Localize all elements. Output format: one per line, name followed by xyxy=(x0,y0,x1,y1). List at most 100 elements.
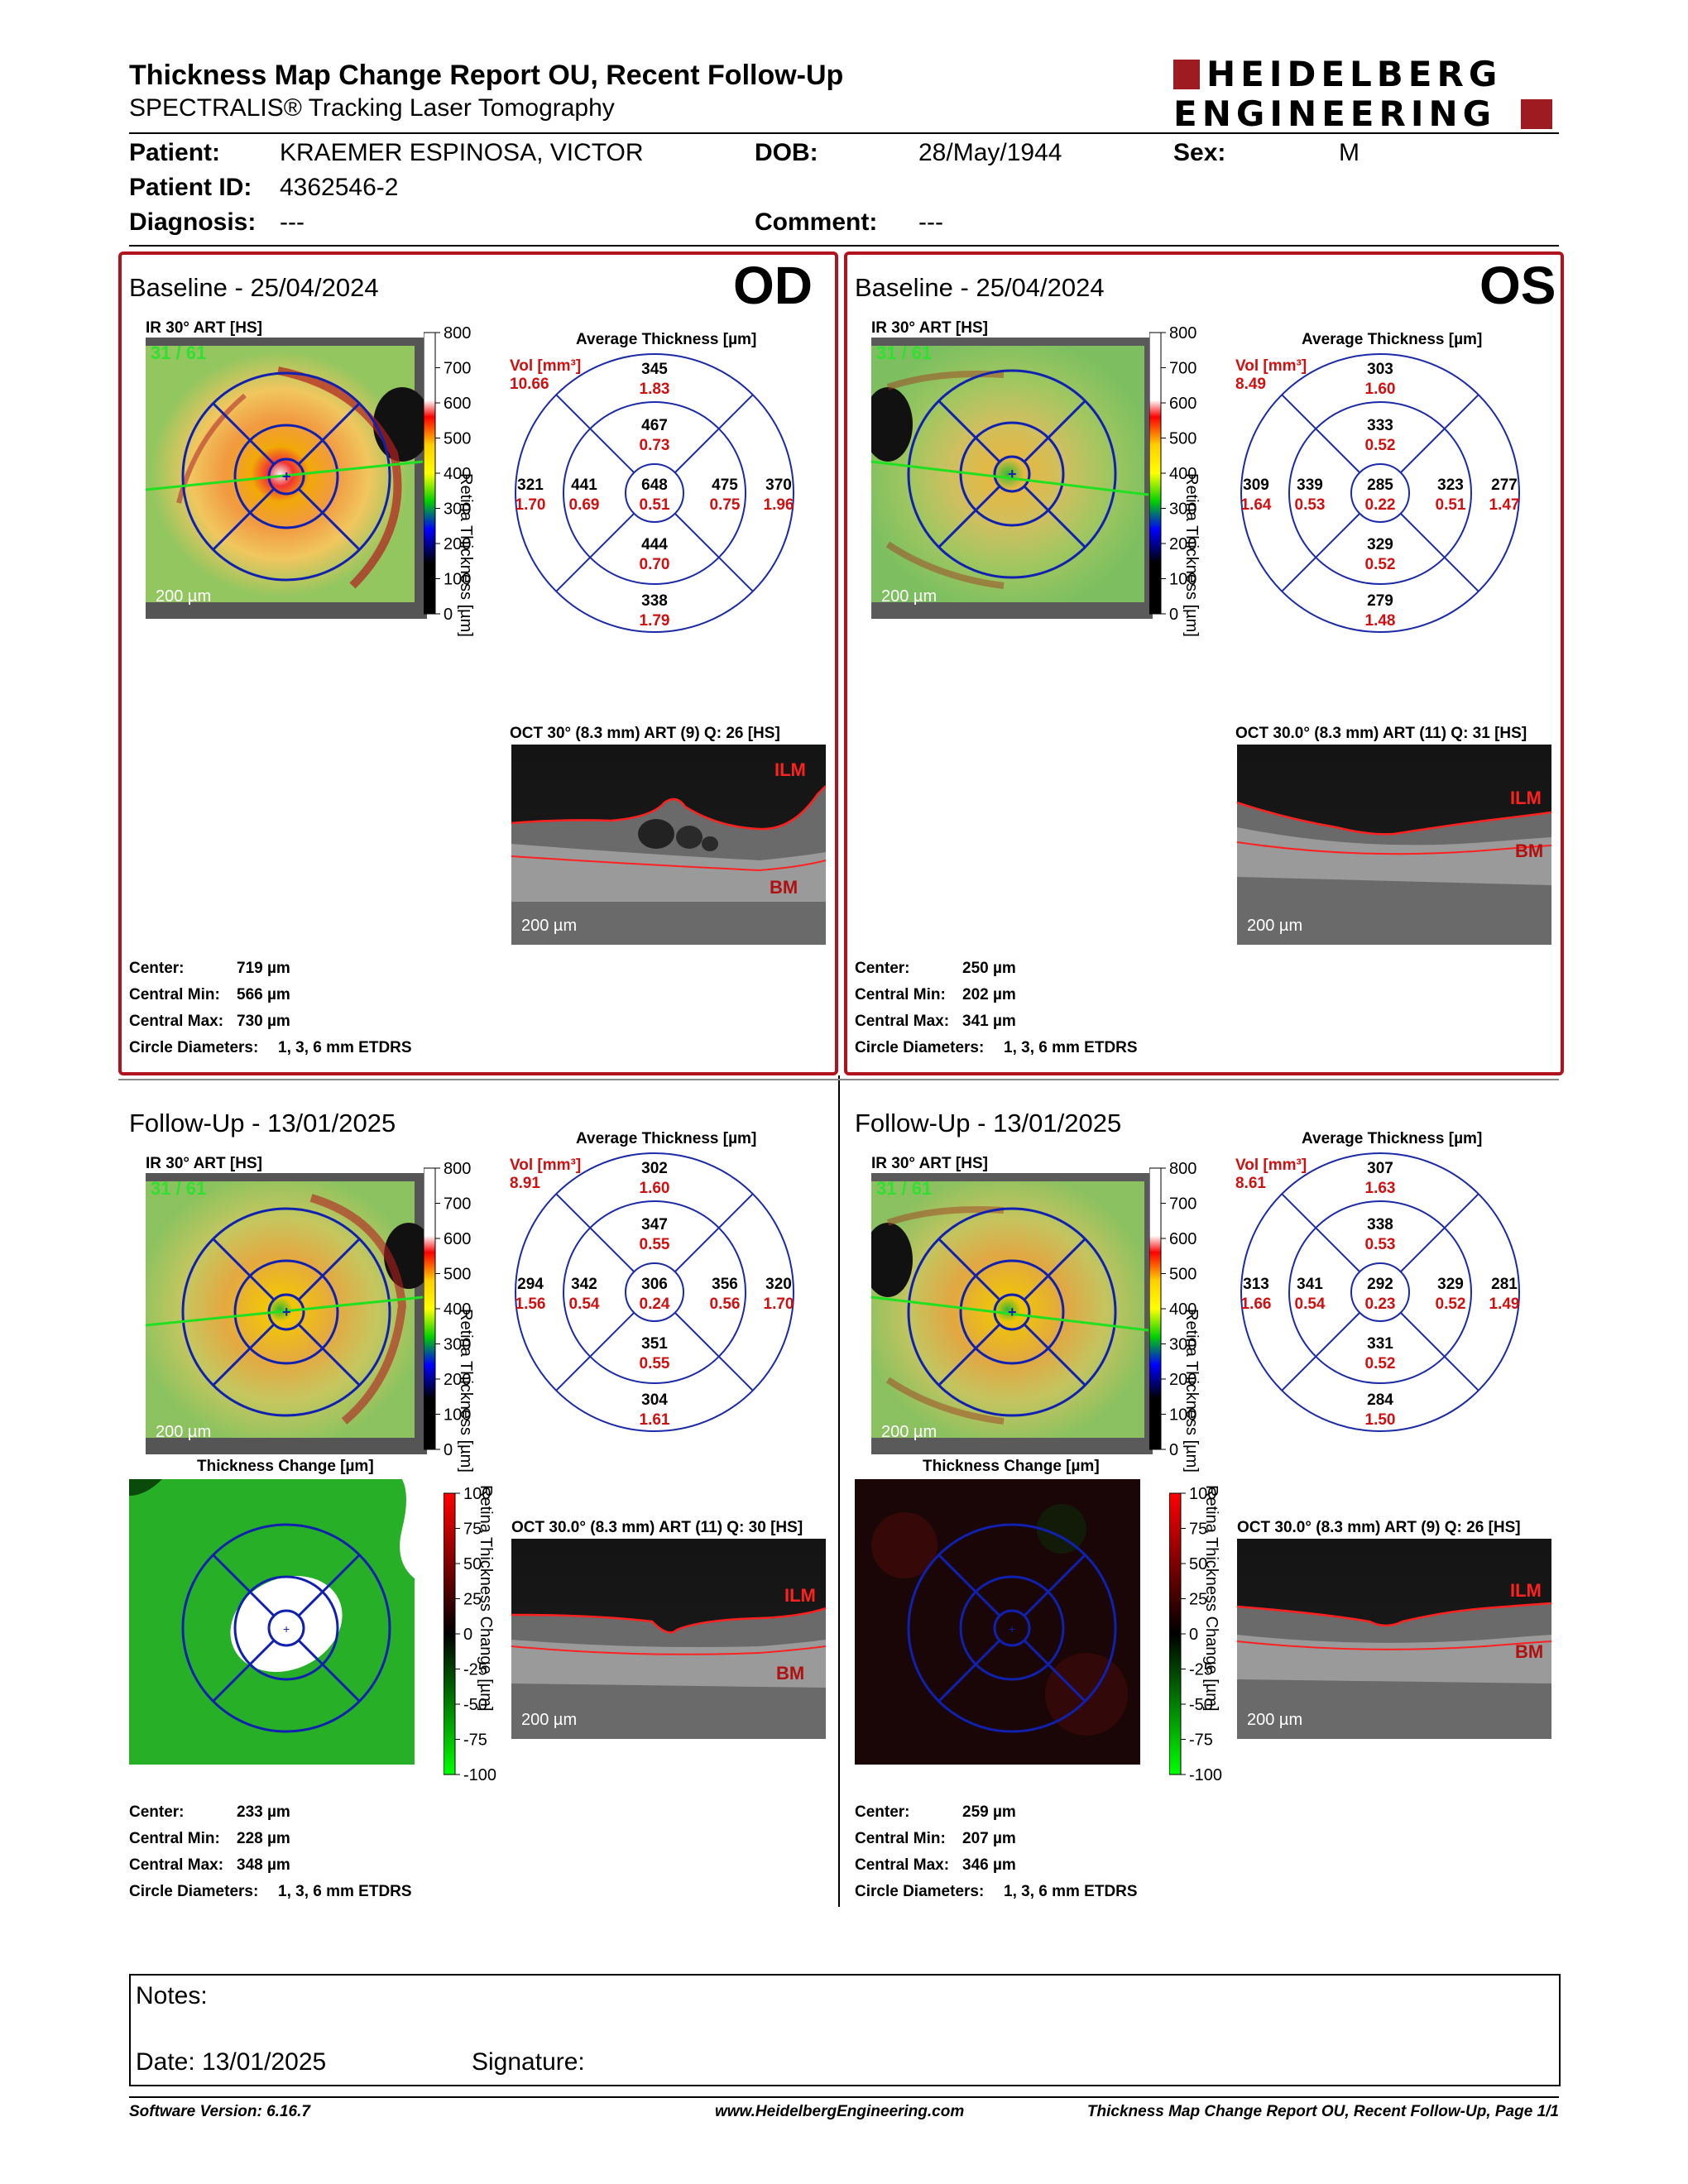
eye-label-os: OS xyxy=(1479,256,1556,315)
scale-tick-label: 700 xyxy=(1169,1195,1196,1214)
scale-tick-label: 300 xyxy=(1169,1336,1196,1354)
etdrs-thickness-value: 444 xyxy=(641,536,668,553)
heidelberg-logo: HEIDELBERG ENGINEERING xyxy=(1173,56,1554,134)
scale-tick-label: 600 xyxy=(444,1230,471,1248)
center-label: Center: xyxy=(129,960,185,977)
scale-tick-label: 600 xyxy=(1169,395,1196,413)
scale-tick-label: 50 xyxy=(1189,1555,1207,1573)
scale-tick-label: 0 xyxy=(444,606,453,624)
oct-label: OCT 30° (8.3 mm) ART (9) Q: 26 [HS] xyxy=(510,725,780,742)
etdrs-volume-value: 0.55 xyxy=(640,1355,670,1372)
circle-diameters-value: 1, 3, 6 mm ETDRS xyxy=(1004,1883,1138,1900)
etdrs-thickness-value: 342 xyxy=(571,1276,597,1293)
etdrs-thickness-value: 292 xyxy=(1367,1276,1393,1293)
etdrs-volume-value: 0.70 xyxy=(640,556,670,573)
notes-box[interactable]: Notes: Date: 13/01/2025 Signature: xyxy=(129,1974,1561,2086)
scale-tick-label: 800 xyxy=(1169,324,1196,342)
etdrs-divider xyxy=(555,394,635,473)
scale-tick-label: 100 xyxy=(1169,1406,1196,1425)
etdrs-grid: 306 0.24 347 0.55 351 0.55 342 0.54 356 0.56 302 1.… xyxy=(514,1152,795,1433)
panel-title: Baseline - 25/04/2024 xyxy=(855,273,1105,302)
etdrs-thickness-value: 307 xyxy=(1367,1160,1393,1177)
etdrs-thickness-value: 323 xyxy=(1437,477,1464,494)
ir-label: IR 30° ART [HS] xyxy=(146,319,262,337)
circle-diameters-value: 1, 3, 6 mm ETDRS xyxy=(278,1039,412,1056)
scale-tick-label: 500 xyxy=(1169,1266,1196,1284)
oct-bscan[interactable]: ILM BM 200 µm xyxy=(511,1539,826,1739)
etdrs-ring xyxy=(1288,401,1472,585)
scale-tick-label: 0 xyxy=(1169,1441,1178,1459)
central-max-label: Central Max: xyxy=(129,1856,224,1874)
svg-text:+: + xyxy=(282,1304,291,1320)
ir-scalebar: 200 µm xyxy=(156,1423,212,1441)
patient-label: Patient: xyxy=(129,139,221,166)
etdrs-volume-value: 1.64 xyxy=(1241,496,1272,514)
diagnosis-value: --- xyxy=(280,208,305,236)
scale-tick-label: 800 xyxy=(444,1160,471,1178)
bm-label: BM xyxy=(776,1663,805,1684)
scale-tick-label: 500 xyxy=(444,1266,471,1284)
etdrs-thickness-value: 475 xyxy=(712,477,738,494)
etdrs-thickness-value: 303 xyxy=(1367,361,1393,378)
thickness-change-map[interactable]: + xyxy=(855,1479,1140,1765)
vol-value: 8.91 xyxy=(510,1175,540,1192)
etdrs-grid: 285 0.22 333 0.52 329 0.52 339 0.53 323 0.51 303 1.… xyxy=(1240,352,1521,634)
etdrs-divider xyxy=(555,1312,635,1391)
report-subtitle: SPECTRALIS® Tracking Laser Tomography xyxy=(129,94,615,122)
scale-tick-label: 200 xyxy=(444,535,471,553)
etdrs-divider xyxy=(674,513,754,592)
etdrs-thickness-value: 294 xyxy=(517,1276,544,1293)
etdrs-volume-value: 0.52 xyxy=(1365,556,1396,573)
etdrs-grid: 648 0.51 467 0.73 444 0.70 441 0.69 475 0.75 345 1.… xyxy=(514,352,795,634)
oct-label: OCT 30.0° (8.3 mm) ART (9) Q: 26 [HS] xyxy=(1237,1519,1521,1536)
etdrs-thickness-value: 347 xyxy=(641,1216,668,1233)
etdrs-volume-value: 1.83 xyxy=(640,381,670,398)
scale-tick-label: 0 xyxy=(1189,1626,1198,1644)
etdrs-volume-value: 0.53 xyxy=(1295,496,1326,514)
thickness-color-scale: 800 700 600 500 400 300 200 100 0 Retina Thickne… xyxy=(1149,1160,1240,1474)
scale-tick-label: 300 xyxy=(1169,500,1196,519)
website-link[interactable]: www.HeidelbergEngineering.com xyxy=(715,2103,965,2120)
vol-label: Vol [mm³] xyxy=(1235,1157,1307,1174)
patient-name: KRAEMER ESPINOSA, VICTOR xyxy=(280,139,644,166)
scale-tick-label: 100 xyxy=(463,1485,491,1503)
ir-thickness-map[interactable]: + 31 / 61 200 µm xyxy=(871,1173,1153,1454)
vol-value: 10.66 xyxy=(510,376,549,393)
etdrs-volume-value: 0.22 xyxy=(1365,496,1396,514)
etdrs-ring xyxy=(515,353,794,633)
os-baseline-panel: Baseline - 25/04/2024 OS IR 30° ART [HS]… xyxy=(855,256,1556,1067)
center-label: Center: xyxy=(129,1803,185,1821)
svg-text:+: + xyxy=(283,1622,290,1636)
scale-tick-label: -25 xyxy=(1189,1661,1213,1679)
etdrs-volume-value: 0.51 xyxy=(1436,496,1466,514)
etdrs-ring xyxy=(1350,463,1410,523)
panel-title: Follow-Up - 13/01/2025 xyxy=(855,1109,1122,1138)
circle-diameters-value: 1, 3, 6 mm ETDRS xyxy=(1004,1039,1138,1056)
ir-thickness-map[interactable]: + 31 / 61 200 µm xyxy=(871,338,1153,619)
etdrs-volume-value: 1.70 xyxy=(516,496,546,514)
ir-thickness-map[interactable]: + 31 / 61 200 µm xyxy=(146,1173,427,1454)
etdrs-divider xyxy=(1281,394,1360,473)
scale-tick-label: 300 xyxy=(444,1336,471,1354)
oct-bscan[interactable]: ILM BM 200 µm xyxy=(1237,1539,1551,1739)
scale-tick-label: 800 xyxy=(1169,1160,1196,1178)
oct-bscan[interactable]: ILM BM 200 µm xyxy=(511,745,826,945)
scale-tick-label: 100 xyxy=(1169,571,1196,589)
scale-tick-label: 100 xyxy=(444,1406,471,1425)
panel-title: Follow-Up - 13/01/2025 xyxy=(129,1109,396,1138)
thickness-scale-label: Retina Thickness [µm] xyxy=(1182,1309,1201,1473)
etdrs-volume-value: 1.79 xyxy=(640,612,670,630)
thickness-change-map[interactable]: + xyxy=(129,1479,415,1765)
etdrs-divider xyxy=(1281,513,1360,592)
ir-frame-count: 31 / 61 xyxy=(876,342,933,363)
od-baseline-frame xyxy=(118,251,838,1075)
central-max-value: 346 µm xyxy=(962,1856,1016,1874)
scale-tick-label: 75 xyxy=(463,1521,482,1539)
ir-thickness-map[interactable]: + 31 / 61 200 µm xyxy=(146,338,427,619)
etdrs-divider xyxy=(1400,513,1479,592)
oct-bscan[interactable]: ILM BM 200 µm xyxy=(1237,745,1551,945)
central-max-value: 348 µm xyxy=(237,1856,290,1874)
etdrs-volume-value: 1.48 xyxy=(1365,612,1396,630)
center-value: 719 µm xyxy=(237,960,290,977)
etdrs-thickness-value: 345 xyxy=(641,361,668,378)
